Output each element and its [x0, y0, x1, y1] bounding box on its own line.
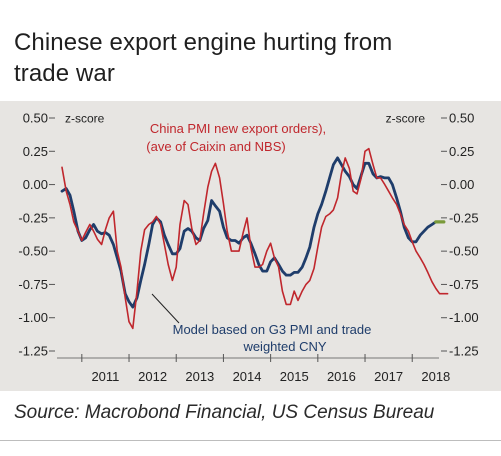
source-note: Source: Macrobond Financial, US Census B…	[14, 402, 435, 423]
y-tick-label-right: -0.25	[449, 210, 479, 225]
axes-layer: 0.50 0.50 0.25 0.25 0.00 0.00 -0.25 -0.25 -0.50 -…	[18, 111, 478, 385]
y-tick-label-left: 0.00	[23, 177, 48, 192]
x-tick-label: 2011	[91, 369, 119, 384]
y-axis-label-left: z-score	[65, 112, 105, 126]
y-tick-label-right: -1.00	[449, 310, 479, 325]
x-tick-label: 2016	[327, 369, 356, 384]
y-tick-label-right: 0.00	[449, 177, 474, 192]
chart-title-line-2: trade war	[14, 60, 115, 87]
series-line-china-pmi	[61, 147, 449, 330]
y-tick-label-left: -1.00	[18, 310, 48, 325]
y-tick-label-left: -0.75	[18, 277, 48, 292]
series-line-model	[60, 156, 446, 309]
labels-layer: China PMI new export orders), (ave of Cai…	[146, 121, 371, 354]
x-tick-label: 2013	[185, 369, 214, 384]
annotation-china-pmi-line-1: China PMI new export orders),	[150, 121, 326, 136]
x-tick-label: 2017	[374, 369, 403, 384]
bottom-divider	[0, 440, 501, 441]
chart-title-line-1: Chinese export engine hurting from	[14, 29, 393, 56]
y-tick-label-left: -0.50	[18, 244, 48, 259]
annotation-model-line-2: weighted CNY	[242, 339, 326, 354]
y-tick-label-left: -0.25	[18, 210, 48, 225]
y-tick-label-right: 0.50	[449, 111, 474, 126]
y-tick-label-left: 0.50	[23, 111, 48, 126]
y-tick-label-left: -1.25	[18, 344, 48, 359]
y-tick-label-right: 0.25	[449, 144, 474, 159]
y-tick-label-right: -0.50	[449, 244, 479, 259]
annotation-model-pointer	[151, 293, 180, 324]
chart-panel: 0.50 0.50 0.25 0.25 0.00 0.00 -0.25 -0.25 -0.50 -…	[0, 101, 501, 391]
chart-svg: 0.50 0.50 0.25 0.25 0.00 0.00 -0.25 -0.25 -0.50 -…	[18, 111, 478, 385]
y-axis-label-right: z-score	[386, 112, 426, 126]
series-layer	[60, 147, 449, 330]
annotation-china-pmi-line-2: (ave of Caixin and NBS)	[146, 139, 285, 154]
x-tick-label: 2015	[280, 369, 309, 384]
x-tick-label: 2012	[138, 369, 167, 384]
x-tick-label: 2014	[233, 369, 262, 384]
y-tick-label-left: 0.25	[23, 144, 48, 159]
x-tick-label: 2018	[421, 369, 450, 384]
y-tick-label-right: -0.75	[449, 277, 479, 292]
y-tick-label-right: -1.25	[449, 344, 479, 359]
annotation-model-line-1: Model based on G3 PMI and trade	[173, 322, 372, 337]
